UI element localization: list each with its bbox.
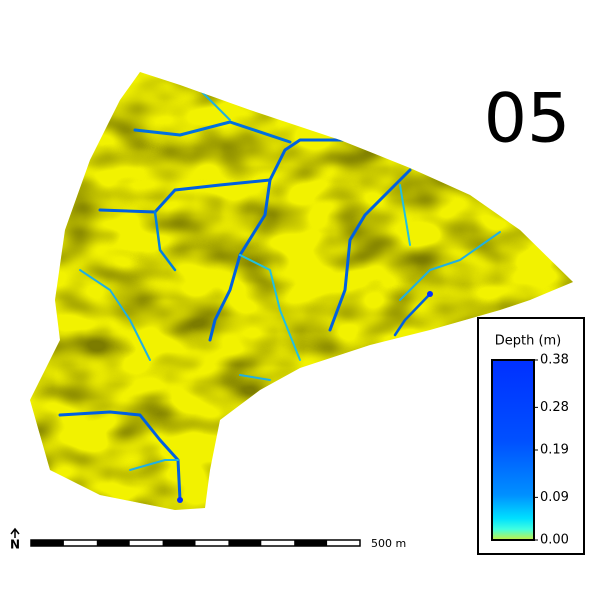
panel-label: 05 xyxy=(484,80,571,159)
colorbar-tick-label: 0.38 xyxy=(540,353,569,368)
north-label: N xyxy=(10,538,20,552)
scale-bar: 500 m xyxy=(30,537,406,550)
scale-bar-segment xyxy=(228,540,262,546)
colorbar-tick-label: 0.00 xyxy=(540,533,569,548)
scale-bar-segment xyxy=(31,540,64,546)
scale-bar-segment xyxy=(294,540,328,546)
north-arrow-icon xyxy=(10,527,20,538)
legend: Depth (m) 0.00 0.09 0.19 0.28 0.38 xyxy=(477,317,585,555)
streams xyxy=(58,89,501,502)
scale-bar-label: 500 m xyxy=(371,537,406,550)
north-arrow: N xyxy=(10,527,20,552)
legend-title: Depth (m) xyxy=(495,334,562,349)
scale-bar-segment xyxy=(162,540,196,546)
scale-bar-segment xyxy=(96,540,130,546)
colorbar-tick-label: 0.28 xyxy=(540,400,569,415)
colorbar-tick-label: 0.19 xyxy=(540,443,569,458)
colorbar-tick-label: 0.09 xyxy=(540,490,569,505)
colorbar xyxy=(491,359,535,541)
